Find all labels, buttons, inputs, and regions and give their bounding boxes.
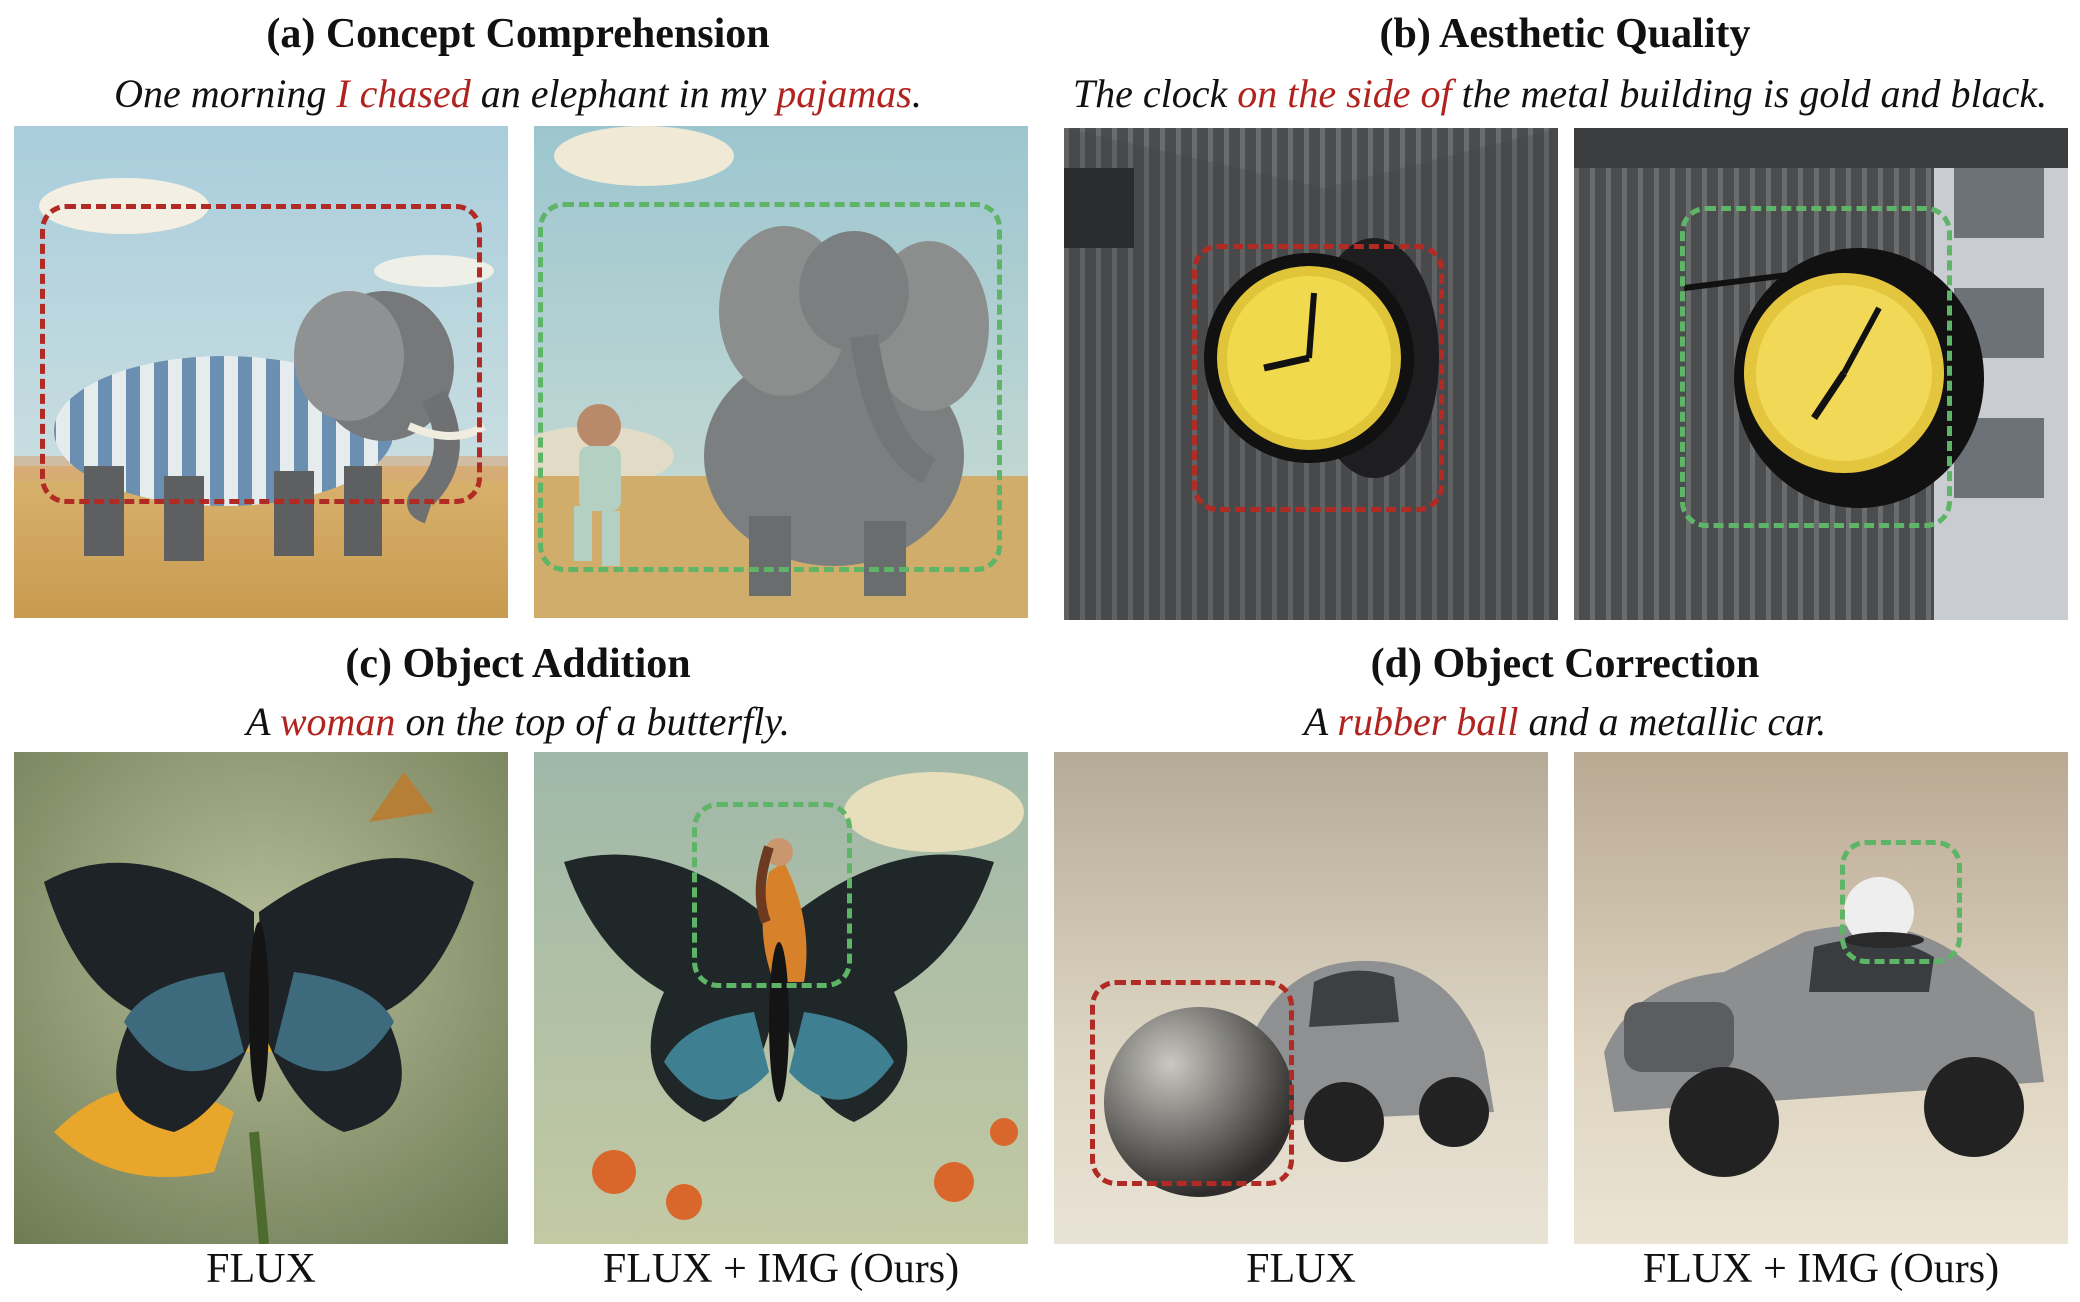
ours-ball-car-image xyxy=(1574,752,2068,1244)
baseline-failure-box xyxy=(1090,980,1294,1186)
ours-butterfly-image xyxy=(534,752,1028,1244)
flux-butterfly-image xyxy=(14,752,508,1244)
panel-a-prompt: One morning I chased an elephant in my p… xyxy=(14,70,1022,117)
prompt-text: A xyxy=(246,699,280,744)
ours-success-box xyxy=(692,802,852,988)
prompt-highlight: rubber ball xyxy=(1337,699,1519,744)
panel-a-title: (a) Concept Comprehension xyxy=(266,11,770,57)
prompt-highlight: pajamas xyxy=(776,71,912,116)
flux-elephant-image xyxy=(14,126,508,618)
caption-flux: FLUX xyxy=(1246,1246,1356,1292)
flux-ball-car-image xyxy=(1054,752,1548,1244)
prompt-text: the metal building is gold and black. xyxy=(1451,71,2048,116)
panel-b-title: (b) Aesthetic Quality xyxy=(1379,11,1751,57)
prompt-text: One morning xyxy=(114,71,337,116)
prompt-highlight: on the side of xyxy=(1237,71,1452,116)
ours-clock-image xyxy=(1574,128,2068,620)
prompt-highlight: I chased xyxy=(336,71,471,116)
ours-success-box xyxy=(538,202,1002,572)
panel-c-title: (c) Object Addition xyxy=(345,641,691,687)
ours-elephant-image xyxy=(534,126,1028,618)
prompt-text: . xyxy=(911,71,922,116)
prompt-text: an elephant in my xyxy=(470,71,777,116)
panel-d-prompt: A rubber ball and a metallic car. xyxy=(1050,698,2080,745)
caption-flux-img-ours: FLUX + IMG (Ours) xyxy=(602,1246,960,1292)
prompt-text: The clock xyxy=(1072,71,1238,116)
panel-d-title: (d) Object Correction xyxy=(1370,641,1760,687)
baseline-failure-box xyxy=(40,204,482,504)
ours-success-box xyxy=(1840,840,1962,964)
flux-clock-image xyxy=(1064,128,1558,620)
ours-success-box xyxy=(1680,206,1952,528)
prompt-highlight: woman xyxy=(279,699,396,744)
prompt-text: and a metallic car. xyxy=(1518,699,1827,744)
panel-c-prompt: A woman on the top of a butterfly. xyxy=(14,698,1022,745)
prompt-text: on the top of a butterfly. xyxy=(395,699,790,744)
panel-b-prompt: The clock on the side of the metal build… xyxy=(1040,70,2080,117)
caption-flux-img-ours: FLUX + IMG (Ours) xyxy=(1642,1246,2000,1292)
caption-flux: FLUX xyxy=(206,1246,316,1292)
baseline-failure-box xyxy=(1192,244,1444,512)
prompt-text: A xyxy=(1303,699,1338,744)
